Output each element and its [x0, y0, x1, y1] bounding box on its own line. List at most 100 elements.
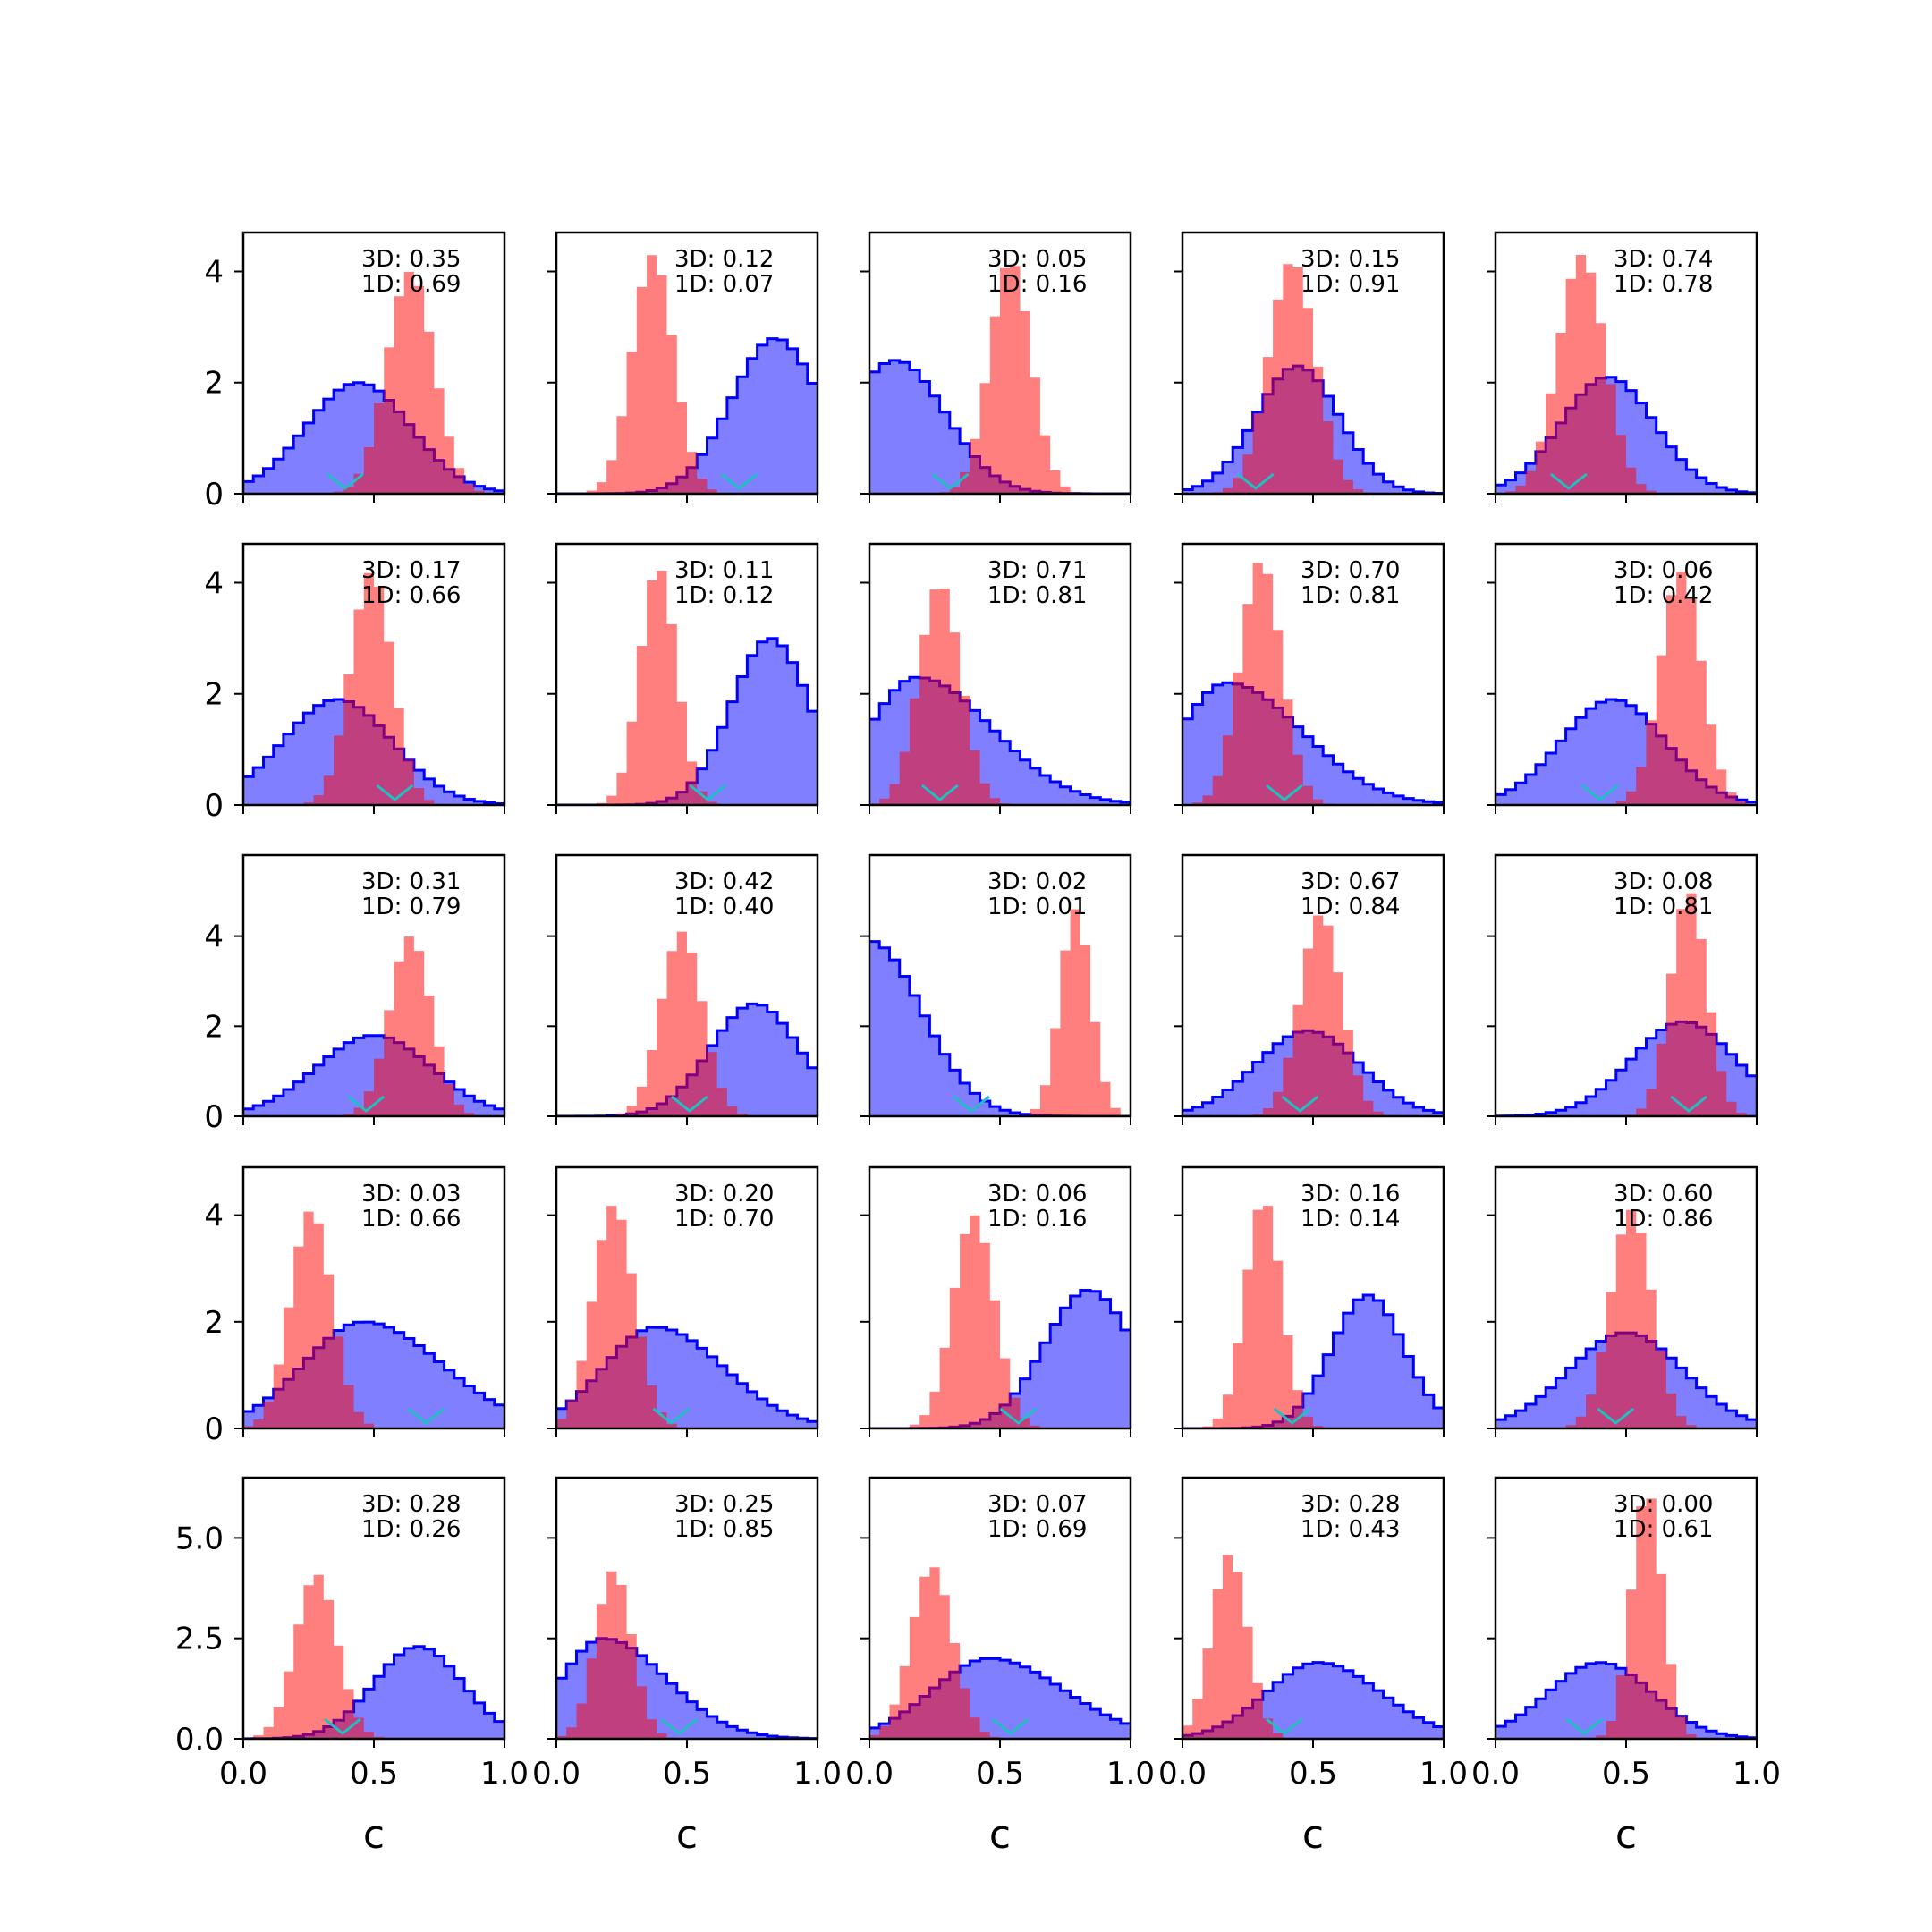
narrow-histogram-fill: [1182, 264, 1444, 494]
annotation-3d: 3D: 0.08: [1614, 869, 1713, 895]
y-tick-label: 4: [204, 919, 224, 955]
marker-v: [652, 1407, 691, 1425]
plot-area: [243, 936, 504, 1116]
annotation-3d: 3D: 0.70: [1301, 557, 1400, 584]
marker-v: [1273, 1407, 1311, 1425]
plot-area: [1182, 1555, 1444, 1739]
annotation-1d: 1D: 0.01: [987, 894, 1087, 920]
plot-area: [1496, 255, 1757, 494]
marker-v: [660, 1717, 699, 1735]
narrow-histogram-fill: [1496, 1209, 1757, 1428]
y-tick-label: 4: [204, 1199, 224, 1234]
annotation-1d: 1D: 0.69: [987, 1516, 1087, 1543]
annotation-3d: 3D: 0.12: [674, 246, 774, 273]
annotation-1d: 1D: 0.40: [674, 894, 774, 920]
annotation-1d: 1D: 0.66: [361, 1206, 461, 1233]
annotation-3d: 3D: 0.25: [674, 1491, 774, 1518]
plot-area: [1182, 563, 1444, 805]
narrow-histogram-fill: [243, 1211, 504, 1428]
narrow-histogram-fill: [869, 1215, 1131, 1428]
annotation-3d: 3D: 0.16: [1301, 1181, 1400, 1208]
marker-v: [670, 1095, 708, 1113]
plot-area: [243, 1211, 504, 1428]
annotation-1d: 1D: 0.66: [361, 582, 461, 609]
x-tick-label: 0.5: [350, 1756, 398, 1792]
plot-area: [243, 1574, 504, 1739]
marker-v: [1597, 1407, 1635, 1425]
annotation-1d: 1D: 0.81: [1614, 894, 1713, 920]
narrow-histogram-fill: [556, 1571, 818, 1739]
x-tick-label: 0.5: [1602, 1756, 1650, 1792]
marker-v: [920, 784, 959, 801]
y-tick-label: 0: [204, 1099, 224, 1135]
x-tick-label: 0.0: [845, 1756, 894, 1792]
broad-histogram-fill: [1182, 1295, 1444, 1428]
annotation-3d: 3D: 0.60: [1614, 1181, 1713, 1208]
annotation-3d: 3D: 0.06: [987, 1181, 1087, 1208]
y-tick-label: 0: [204, 1411, 224, 1447]
plot-area: [1496, 893, 1757, 1116]
marker-v: [689, 784, 727, 801]
annotation-1d: 1D: 0.78: [1614, 271, 1713, 298]
annotation-1d: 1D: 0.16: [987, 1206, 1087, 1233]
narrow-histogram-fill: [556, 931, 818, 1116]
x-tick-label: 1.0: [1106, 1756, 1155, 1792]
broad-histogram-fill: [556, 1004, 818, 1116]
y-tick-label: 2.5: [175, 1622, 224, 1657]
annotation-1d: 1D: 0.14: [1301, 1206, 1400, 1233]
plot-area: [1182, 264, 1444, 494]
narrow-histogram-fill: [869, 909, 1131, 1116]
annotation-3d: 3D: 0.11: [674, 557, 774, 584]
x-tick-label: 1.0: [480, 1756, 529, 1792]
annotation-1d: 1D: 0.81: [1301, 582, 1400, 609]
plot-area: [243, 271, 504, 494]
x-tick-label: 0.5: [976, 1756, 1024, 1792]
x-tick-label: 1.0: [1733, 1756, 1781, 1792]
broad-histogram-fill: [869, 941, 1131, 1116]
plot-area: [1496, 572, 1757, 805]
narrow-histogram-fill: [556, 255, 818, 494]
narrow-histogram-fill: [556, 1206, 818, 1428]
annotation-3d: 3D: 0.17: [361, 557, 461, 584]
annotation-1d: 1D: 0.07: [674, 271, 774, 298]
plot-area: [869, 1567, 1131, 1739]
x-tick-label: 0.0: [1471, 1756, 1520, 1792]
annotation-3d: 3D: 0.06: [1614, 557, 1713, 584]
x-tick-label: 1.0: [1419, 1756, 1468, 1792]
annotation-3d: 3D: 0.20: [674, 1181, 774, 1208]
annotation-1d: 1D: 0.86: [1614, 1206, 1713, 1233]
narrow-histogram-fill: [243, 572, 504, 805]
x-axis-label: c: [1302, 1812, 1324, 1858]
marker-v: [1281, 1095, 1319, 1113]
y-tick-label: 0: [204, 477, 224, 513]
annotation-3d: 3D: 0.05: [987, 246, 1087, 273]
marker-v: [952, 1095, 990, 1113]
marker-v: [1670, 1095, 1708, 1113]
marker-v: [324, 1717, 361, 1735]
y-tick-label: 2: [204, 1009, 224, 1045]
plot-area: [1496, 1209, 1757, 1428]
annotation-3d: 3D: 0.67: [1301, 869, 1400, 895]
narrow-histogram-fill: [869, 266, 1131, 494]
marker-v: [1549, 472, 1588, 490]
y-tick-label: 5.0: [175, 1521, 224, 1556]
x-tick-label: 0.0: [219, 1756, 267, 1792]
marker-v: [407, 1407, 445, 1425]
annotation-1d: 1D: 0.12: [674, 582, 774, 609]
narrow-histogram-fill: [869, 1567, 1131, 1739]
